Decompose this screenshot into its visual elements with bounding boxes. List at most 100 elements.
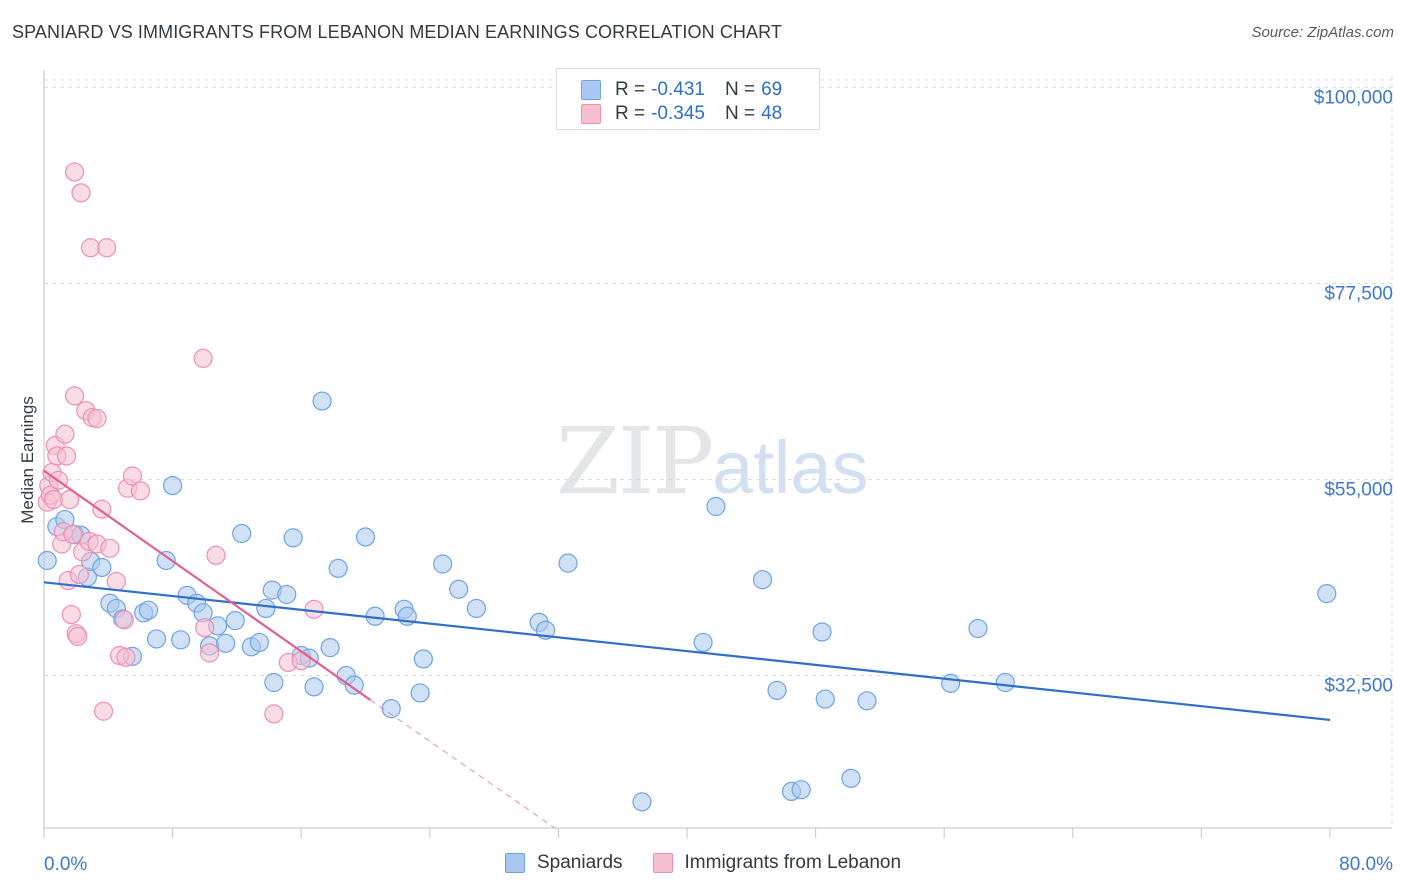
lebanon-trend-line <box>43 469 371 701</box>
legend-r-value: -0.345 <box>651 103 705 124</box>
spaniards-point <box>344 675 364 695</box>
spaniards-point <box>413 649 433 669</box>
lebanon-point <box>64 162 85 182</box>
series-legend-spaniards[interactable]: Spaniards <box>504 852 623 874</box>
lebanon-point <box>193 348 213 368</box>
spaniards-point <box>232 523 252 544</box>
spaniards-point <box>156 550 176 571</box>
legend-n-value: 69 <box>761 79 783 100</box>
lebanon-point <box>55 424 75 444</box>
spaniards-point <box>171 630 191 650</box>
spaniards-point <box>410 683 430 703</box>
lebanon-point <box>206 545 226 565</box>
spaniards-point <box>791 780 811 800</box>
spaniards-point <box>320 638 340 658</box>
spaniards-point <box>146 629 167 649</box>
spaniards-point <box>163 475 183 496</box>
spaniards-point <box>304 677 324 697</box>
lebanon-point <box>116 647 136 667</box>
lebanon-point <box>44 489 64 510</box>
lebanon-point <box>64 386 85 406</box>
lebanon-point <box>130 481 151 501</box>
lebanon-point <box>81 238 101 258</box>
lebanon-point <box>114 610 134 630</box>
spaniards-point <box>449 579 469 599</box>
y-tick-label: $32,500 <box>1324 676 1393 697</box>
watermark-atlas: atlas <box>712 426 869 509</box>
lebanon-point <box>195 618 215 638</box>
lebanon-point <box>199 643 220 663</box>
y-axis-label: Median Earnings <box>18 396 37 524</box>
legend-swatch-spaniards <box>581 80 601 100</box>
series-name-spaniards: Spaniards <box>536 852 623 873</box>
spaniards-point <box>968 618 988 639</box>
spaniards-point <box>249 632 270 653</box>
spaniards-point <box>433 554 453 574</box>
lebanon-point <box>69 564 89 585</box>
spaniards-point <box>312 391 332 411</box>
lebanon-point <box>56 446 77 466</box>
source-label: Source: ZipAtlas.com <box>1251 24 1394 41</box>
spaniards-point <box>256 598 276 619</box>
spaniards-point <box>815 689 835 709</box>
spaniards-point <box>632 792 652 812</box>
series-name-lebanon: Immigrants from Lebanon <box>684 852 902 873</box>
spaniards-point <box>216 633 236 653</box>
spaniards-point <box>558 553 578 573</box>
trend-lines <box>43 469 1331 829</box>
lebanon-point <box>304 599 324 619</box>
spaniards-point <box>812 622 832 642</box>
legend-row-spaniards: R = -0.431 N = 69 <box>581 79 788 101</box>
spaniards-point <box>328 558 348 578</box>
lebanon-point <box>264 704 284 724</box>
legend-swatch-lebanon <box>581 104 601 124</box>
series-swatch-lebanon <box>652 853 673 873</box>
spaniards-point <box>706 496 726 517</box>
zipatlas-watermark: ZIPatlas <box>556 408 868 515</box>
spaniards-point <box>92 557 112 578</box>
spaniards-point <box>283 528 303 548</box>
lebanon-point <box>68 626 88 646</box>
y-tick-label: $55,000 <box>1324 479 1393 500</box>
spaniards-point <box>841 768 861 788</box>
spaniards-point <box>752 570 773 590</box>
spaniards-point <box>857 691 877 711</box>
lebanon-trend-extension <box>370 699 556 829</box>
tick-labels: $32,500 $55,000 $77,500 $100,000 0.0% 80.0% <box>44 87 1393 875</box>
series-legend: Spaniards Immigrants from Lebanon <box>0 852 1406 874</box>
spaniards-point <box>225 611 245 631</box>
y-tick-label: $100,000 <box>1314 87 1393 108</box>
lebanon-point <box>97 238 117 258</box>
spaniards-point <box>693 632 713 653</box>
lebanon-points <box>37 162 324 724</box>
spaniards-point <box>941 673 961 693</box>
legend-n-label: N = <box>724 103 756 124</box>
series-swatch-spaniards <box>504 853 525 873</box>
legend-r-value: -0.431 <box>651 79 705 100</box>
x-tick-label-min: 0.0% <box>44 854 87 875</box>
lebanon-point <box>122 466 143 486</box>
grid-lines <box>44 76 1393 828</box>
spaniards-point <box>264 672 284 693</box>
lebanon-point <box>106 571 126 592</box>
lebanon-point <box>87 408 107 429</box>
lebanon-point <box>71 183 91 203</box>
axes <box>43 70 1392 838</box>
series-legend-lebanon[interactable]: Immigrants from Lebanon <box>652 852 902 874</box>
spaniards-points <box>37 391 1337 812</box>
spaniards-point <box>767 680 787 700</box>
x-tick-label-max: 80.0% <box>1339 854 1393 875</box>
lebanon-point <box>60 489 80 510</box>
y-tick-label: $77,500 <box>1324 283 1393 304</box>
chart-title: SPANIARD VS IMMIGRANTS FROM LEBANON MEDI… <box>12 22 782 42</box>
spaniards-point <box>355 527 376 547</box>
spaniards-point <box>37 550 57 571</box>
legend-n-value: 48 <box>761 103 783 124</box>
spaniards-point <box>995 672 1015 693</box>
spaniards-point <box>1317 584 1337 604</box>
legend-row-lebanon: R = -0.345 N = 48 <box>581 103 788 125</box>
lebanon-point <box>63 524 83 544</box>
spaniards-trend-line <box>43 581 1331 722</box>
legend-r-label: R = <box>615 103 646 124</box>
